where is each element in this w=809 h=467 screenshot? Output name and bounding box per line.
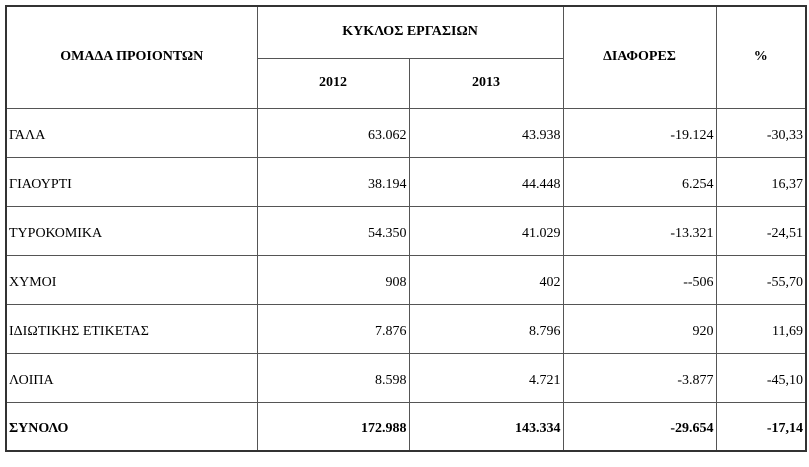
row-label: ΓΑΛΑ — [5, 107, 258, 158]
table-row: ΙΔΙΩΤΙΚΗΣ ΕΤΙΚΕΤΑΣ 7.876 8.796 920 11,69 — [5, 303, 807, 354]
table-body: ΓΑΛΑ 63.062 43.938 -19.124 -30,33 ΓΙΑΟΥΡΤΙ 38.… — [5, 107, 807, 452]
header-cell: 2012 — [256, 57, 410, 109]
cell: -24,51 — [715, 205, 807, 256]
cell: 54.350 — [256, 205, 410, 256]
row-label: ΣΥΝΟΛΟ — [5, 401, 258, 452]
cell: -19.124 — [562, 107, 717, 158]
cell: -55,70 — [715, 254, 807, 305]
cell: 920 — [562, 303, 717, 354]
header-cell: ΟΜΑΔΑ ΠΡΟΙΟΝΤΩΝ — [5, 5, 258, 109]
header-cell: ΚΥΚΛΟΣ ΕΡΓΑΣΙΩΝ — [256, 5, 564, 59]
table-row: ΣΥΝΟΛΟ 172.988 143.334 -29.654 -17,14 — [5, 401, 807, 452]
cell: -3.877 — [562, 352, 717, 403]
cell: -45,10 — [715, 352, 807, 403]
header-cell: 2013 — [408, 57, 564, 109]
cell: 402 — [408, 254, 564, 305]
header-cell: % — [715, 5, 807, 109]
cell: --506 — [562, 254, 717, 305]
cell: 44.448 — [408, 156, 564, 207]
cell: 11,69 — [715, 303, 807, 354]
table-row: ΧΥΜΟΙ 908 402 --506 -55,70 — [5, 254, 807, 305]
cell: 143.334 — [408, 401, 564, 452]
row-label: ΧΥΜΟΙ — [5, 254, 258, 305]
data-table: ΟΜΑΔΑ ΠΡΟΙΟΝΤΩΝ ΚΥΚΛΟΣ ΕΡΓΑΣΙΩΝ ΔΙΑΦΟΡΕΣ… — [5, 5, 808, 452]
cell: 8.796 — [408, 303, 564, 354]
header-cell: ΔΙΑΦΟΡΕΣ — [562, 5, 717, 109]
cell: 7.876 — [256, 303, 410, 354]
table-row: ΓΙΑΟΥΡΤΙ 38.194 44.448 6.254 16,37 — [5, 156, 807, 207]
cell: 63.062 — [256, 107, 410, 158]
cell: 6.254 — [562, 156, 717, 207]
row-label: ΙΔΙΩΤΙΚΗΣ ΕΤΙΚΕΤΑΣ — [5, 303, 258, 354]
table-row: ΤΥΡΟΚΟΜΙΚΑ 54.350 41.029 -13.321 -24,51 — [5, 205, 807, 256]
cell: -13.321 — [562, 205, 717, 256]
table-row: ΛΟΙΠΑ 8.598 4.721 -3.877 -45,10 — [5, 352, 807, 403]
row-label: ΛΟΙΠΑ — [5, 352, 258, 403]
cell: -30,33 — [715, 107, 807, 158]
table-row: ΓΑΛΑ 63.062 43.938 -19.124 -30,33 — [5, 107, 807, 158]
cell: 43.938 — [408, 107, 564, 158]
row-label: ΤΥΡΟΚΟΜΙΚΑ — [5, 205, 258, 256]
cell: 908 — [256, 254, 410, 305]
cell: 38.194 — [256, 156, 410, 207]
cell: -17,14 — [715, 401, 807, 452]
cell: 8.598 — [256, 352, 410, 403]
cell: 41.029 — [408, 205, 564, 256]
cell: 16,37 — [715, 156, 807, 207]
cell: 4.721 — [408, 352, 564, 403]
cell: -29.654 — [562, 401, 717, 452]
row-label: ΓΙΑΟΥΡΤΙ — [5, 156, 258, 207]
cell: 172.988 — [256, 401, 410, 452]
